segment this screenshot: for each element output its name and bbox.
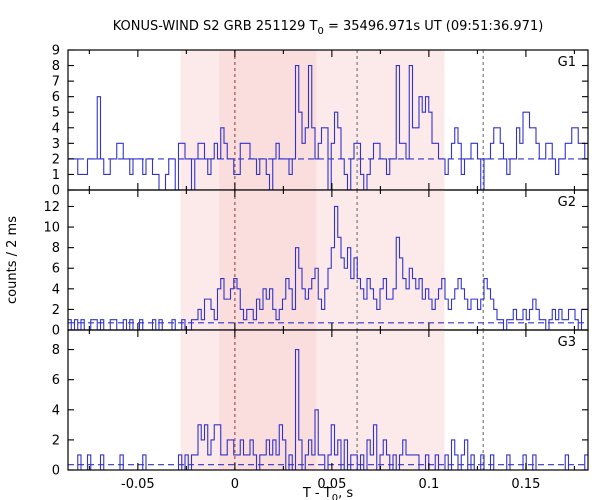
- x-axis-labels: -0.05 0 0.05 0.1 0.15: [121, 477, 540, 492]
- ytick-label-g2-5: 10: [43, 221, 60, 236]
- x-axis-title: T - T0, s: [302, 486, 353, 500]
- ytick-label-g3-4: 8: [52, 343, 60, 358]
- ytick-label-g2-3: 6: [52, 262, 60, 277]
- ytick-label-g3-1: 2: [52, 433, 60, 448]
- ytick-label-g2-6: 12: [43, 200, 60, 215]
- ytick-label-g2-2: 4: [52, 282, 60, 297]
- title-prefix: KONUS-WIND S2 GRB 251129 T: [113, 19, 318, 34]
- ytick-label-g2-1: 2: [52, 303, 60, 318]
- ytick-label-g1-9: 9: [52, 44, 60, 59]
- data-clip-group: [68, 205, 588, 330]
- ytick-label-g2-4: 8: [52, 241, 60, 256]
- ytick-label-g1-7: 7: [52, 75, 60, 90]
- panel-label-g2: G2: [558, 195, 576, 210]
- shaded-band-inner-interval: [219, 190, 317, 330]
- ytick-label-g3-3: 6: [52, 373, 60, 388]
- xtick-label-4: 0.15: [511, 477, 540, 492]
- title-suffix: = 35496.971s UT (09:51:36.971): [324, 19, 543, 34]
- histogram-line-g2: [68, 205, 588, 330]
- panel-label-g3: G3: [558, 335, 576, 350]
- ytick-label-g1-2: 2: [52, 152, 60, 167]
- chart-title-text: KONUS-WIND S2 GRB 251129 T0 = 35496.971s…: [113, 19, 544, 37]
- xtick-label-0: -0.05: [121, 477, 155, 492]
- y-axis-title: counts / 2 ms: [5, 216, 20, 304]
- ytick-label-g1-6: 6: [52, 90, 60, 105]
- panel-label-g1: G1: [558, 55, 576, 70]
- shaded-band-inner-interval: [219, 50, 317, 190]
- data-clip-group: [68, 65, 588, 190]
- shaded-band-inner-interval: [219, 330, 317, 470]
- chart-title: KONUS-WIND S2 GRB 251129 T0 = 35496.971s…: [113, 19, 544, 37]
- ytick-label-g2-0: 0: [52, 324, 60, 339]
- ytick-label-g1-5: 5: [52, 106, 60, 121]
- panel-g3: 0 2 4 6 8 G3: [52, 329, 589, 479]
- xlabel-prefix: T - T: [302, 486, 332, 500]
- histogram-line-g1: [68, 65, 588, 190]
- xlabel-suffix: , s: [338, 486, 353, 500]
- ytick-label-g3-0: 0: [52, 464, 60, 479]
- panel-g2: 0 2 4 6 8 10 12 G2: [43, 189, 589, 339]
- data-clip-group: [68, 349, 588, 470]
- ytick-label-g1-1: 1: [52, 168, 60, 183]
- ytick-label-g1-4: 4: [52, 121, 60, 136]
- ytick-label-g3-2: 4: [52, 403, 60, 418]
- title-subscript: 0: [317, 26, 323, 37]
- xlabel-subscript: 0: [332, 493, 338, 500]
- ytick-label-g1-3: 3: [52, 137, 60, 152]
- histogram-line-g3: [68, 349, 588, 470]
- ytick-label-g1-0: 0: [52, 184, 60, 199]
- xtick-label-3: 0.1: [419, 477, 440, 492]
- xtick-label-1: 0: [231, 477, 239, 492]
- xtick-label-2: 0.05: [317, 477, 346, 492]
- panel-frame-g3: [67, 329, 589, 471]
- ytick-label-g1-8: 8: [52, 59, 60, 74]
